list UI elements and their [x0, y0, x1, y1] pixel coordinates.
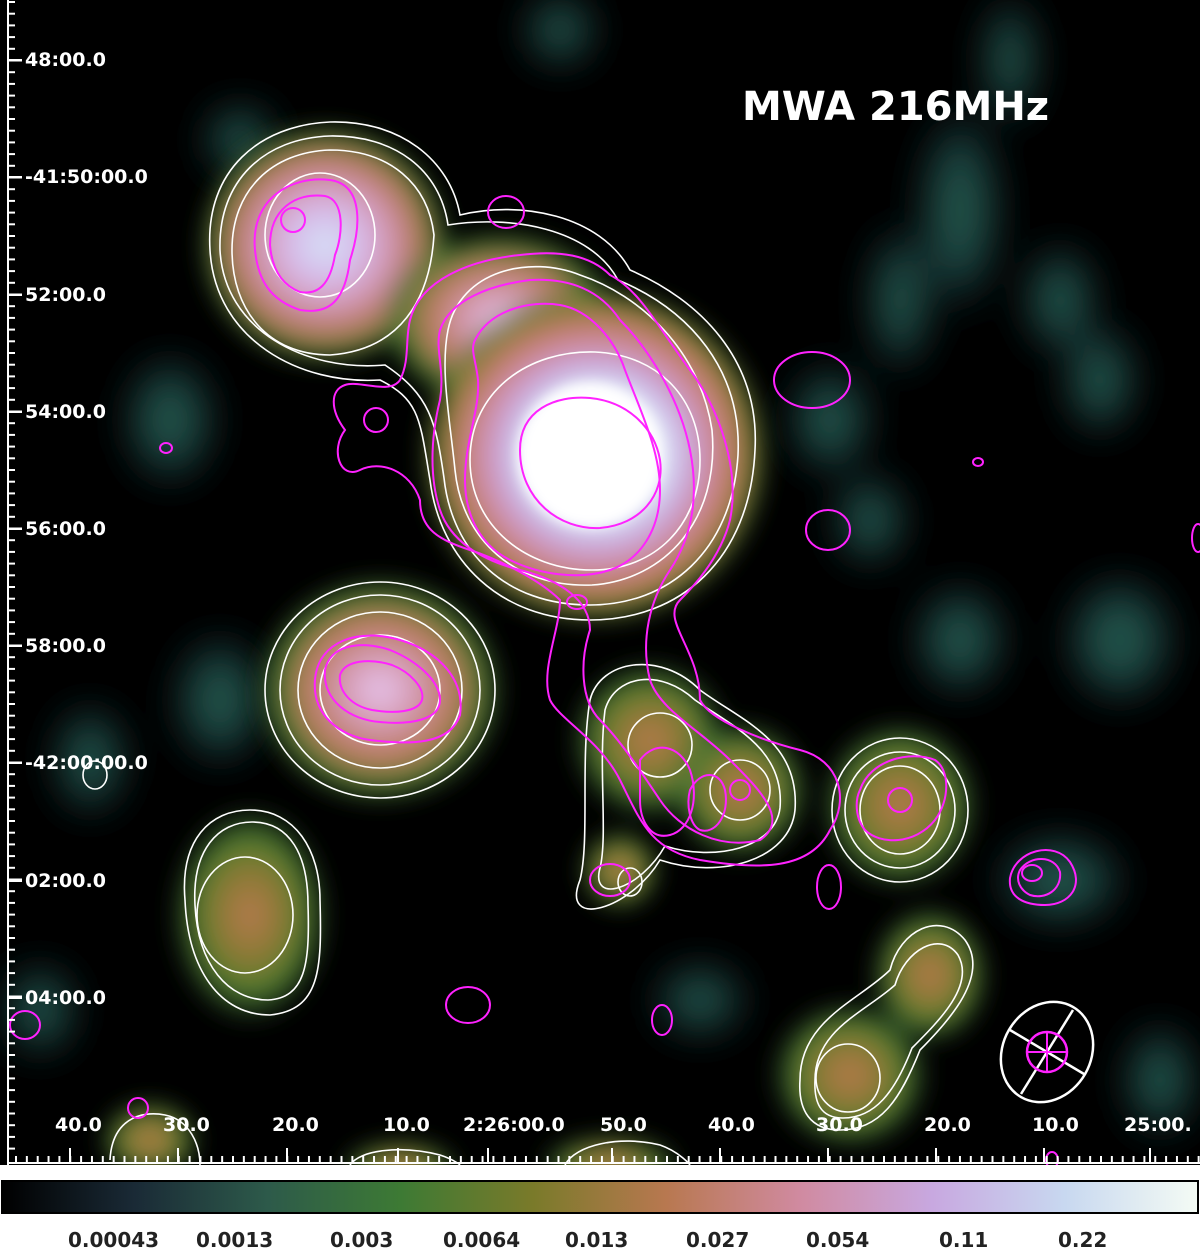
colorbar-label: 0.11	[939, 1228, 989, 1252]
ra-label: 10.0	[383, 1114, 430, 1136]
colorbar-label: 0.22	[1058, 1228, 1108, 1252]
colorbar-label: 0.0013	[196, 1228, 274, 1252]
colorbar-label: 0.013	[565, 1228, 629, 1252]
colorbar-label: 0.054	[806, 1228, 870, 1252]
ra-label: 50.0	[600, 1114, 647, 1136]
dec-label: 48:00.0	[25, 49, 106, 71]
ra-label: 10.0	[1032, 1114, 1079, 1136]
colorbar-label: 0.00043	[68, 1228, 160, 1252]
magenta-contours	[9, 178, 1200, 1165]
radio-map	[0, 0, 1200, 1165]
ra-label: 40.0	[708, 1114, 755, 1136]
colorbar-label: 0.027	[686, 1228, 750, 1252]
dec-label: -42:00:00.0	[25, 752, 148, 774]
ra-label: 30.0	[163, 1114, 210, 1136]
axis-ticks	[8, 1, 1200, 1163]
ra-label: 30.0	[816, 1114, 863, 1136]
ra-label: 20.0	[272, 1114, 319, 1136]
dec-label: 04:00.0	[25, 987, 106, 1009]
colorbar-label: 0.003	[330, 1228, 394, 1252]
dec-label: 54:00.0	[25, 401, 106, 423]
axis-frame	[7, 0, 1200, 1165]
ra-label: 20.0	[924, 1114, 971, 1136]
colorbar-label: 0.0064	[443, 1228, 521, 1252]
dec-label: 02:00.0	[25, 870, 106, 892]
ra-label: 40.0	[55, 1114, 102, 1136]
map-title: MWA 216MHz	[742, 84, 1050, 130]
white-contours	[82, 121, 974, 1165]
ra-label: 2:26:00.0	[463, 1114, 565, 1136]
beam-ellipse-icon	[999, 1000, 1095, 1104]
dec-label: -41:50:00.0	[25, 166, 148, 188]
colorbar	[1, 1180, 1199, 1214]
dec-label: 52:00.0	[25, 284, 106, 306]
dec-label: 56:00.0	[25, 518, 106, 540]
dec-label: 58:00.0	[25, 635, 106, 657]
ra-label: 25:00.	[1124, 1114, 1192, 1136]
